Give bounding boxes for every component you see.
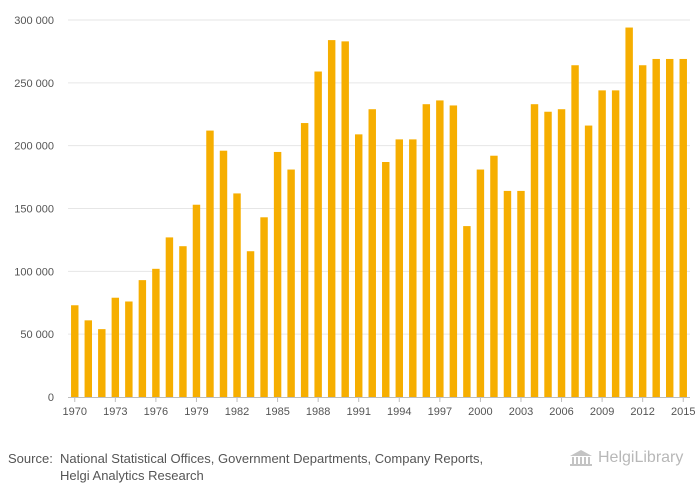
source-note: Source: National Statistical Offices, Gov… <box>8 450 548 484</box>
x-tick-label: 1970 <box>63 406 87 418</box>
helgi-library-logo[interactable]: HelgiLibrary <box>568 449 683 467</box>
bar-1974[interactable] <box>125 301 133 397</box>
y-axis-ticks: 0 50 000 100 000 150 000 200 000 250 000 300 0… <box>14 15 54 404</box>
bar-1977[interactable] <box>165 237 174 397</box>
bar-2014[interactable] <box>665 58 674 397</box>
bar-2015[interactable] <box>679 58 687 397</box>
bar-1987[interactable] <box>300 123 309 398</box>
bar-1971[interactable] <box>84 320 93 397</box>
x-tick-label: 1994 <box>387 406 411 418</box>
y-tick-label: 0 <box>48 392 54 404</box>
x-tick-label: 1976 <box>144 406 168 418</box>
bar-2005[interactable] <box>544 111 552 397</box>
bar-series <box>71 27 687 398</box>
y-tick-label: 200 000 <box>14 141 54 153</box>
bar-1975[interactable] <box>138 280 147 397</box>
library-building-icon <box>570 450 592 466</box>
bar-1981[interactable] <box>219 150 228 397</box>
bar-1986[interactable] <box>287 169 295 397</box>
bar-2000[interactable] <box>476 169 485 397</box>
source-line-2: Helgi Analytics Research <box>60 468 204 483</box>
x-axis-ticks: 1970 1973 1976 1979 1982 1985 1988 1991 1994 1997… <box>63 397 695 418</box>
bar-1997[interactable] <box>436 100 444 397</box>
gridlines <box>68 19 690 335</box>
x-tick-label: 2009 <box>590 406 614 418</box>
bar-1999[interactable] <box>463 226 471 397</box>
bar-2008[interactable] <box>584 125 593 397</box>
x-tick-label: 2006 <box>549 406 573 418</box>
bar-2006[interactable] <box>557 109 566 398</box>
x-tick-label: 2015 <box>671 406 695 418</box>
x-tick-label: 1997 <box>428 406 452 418</box>
y-tick-label: 250 000 <box>14 78 54 90</box>
bar-2010[interactable] <box>611 90 620 397</box>
bar-2009[interactable] <box>598 90 606 397</box>
y-tick-label: 300 000 <box>14 15 54 27</box>
bar-2007[interactable] <box>571 65 579 398</box>
bar-1978[interactable] <box>179 246 187 397</box>
bar-1983[interactable] <box>246 251 255 397</box>
bar-1993[interactable] <box>382 162 390 397</box>
bar-2012[interactable] <box>638 65 647 398</box>
bar-1982[interactable] <box>233 193 241 397</box>
x-tick-label: 1982 <box>225 406 249 418</box>
x-tick-label: 2000 <box>468 406 492 418</box>
x-tick-label: 1985 <box>265 406 289 418</box>
bar-1992[interactable] <box>368 109 376 398</box>
bar-chart: 0 50 000 100 000 150 000 200 000 250 000 300 0… <box>14 15 695 418</box>
bar-1985[interactable] <box>273 151 282 397</box>
bar-2002[interactable] <box>503 190 512 397</box>
y-tick-label: 50 000 <box>20 329 54 341</box>
bar-1998[interactable] <box>449 105 458 397</box>
source-line-1: National Statistical Offices, Government… <box>60 451 484 466</box>
bar-1996[interactable] <box>422 104 431 398</box>
bar-1980[interactable] <box>206 130 214 397</box>
y-tick-label: 100 000 <box>14 266 54 278</box>
source-label: Source: <box>8 451 53 466</box>
bar-1990[interactable] <box>341 41 349 397</box>
x-tick-label: 1991 <box>346 406 370 418</box>
y-tick-label: 150 000 <box>14 204 54 216</box>
bar-1991[interactable] <box>354 134 363 397</box>
x-tick-label: 1979 <box>184 406 208 418</box>
x-tick-label: 1988 <box>306 406 330 418</box>
bar-1984[interactable] <box>260 217 268 397</box>
bar-2001[interactable] <box>490 155 498 397</box>
bar-1972[interactable] <box>98 329 106 397</box>
x-tick-label: 2012 <box>630 406 654 418</box>
bar-1995[interactable] <box>409 139 417 397</box>
bar-2011[interactable] <box>625 27 633 397</box>
bar-1988[interactable] <box>314 71 322 398</box>
bar-1973[interactable] <box>111 297 120 397</box>
bar-2003[interactable] <box>517 190 525 397</box>
bar-2004[interactable] <box>530 104 539 398</box>
bar-1979[interactable] <box>192 204 201 397</box>
bar-2013[interactable] <box>652 58 660 397</box>
x-tick-label: 2003 <box>509 406 533 418</box>
bar-1994[interactable] <box>395 139 404 397</box>
logo-text: HelgiLibrary <box>598 449 684 466</box>
bar-1976[interactable] <box>152 268 160 397</box>
bar-1989[interactable] <box>327 40 336 398</box>
bar-1970[interactable] <box>71 305 79 397</box>
x-tick-label: 1973 <box>103 406 127 418</box>
